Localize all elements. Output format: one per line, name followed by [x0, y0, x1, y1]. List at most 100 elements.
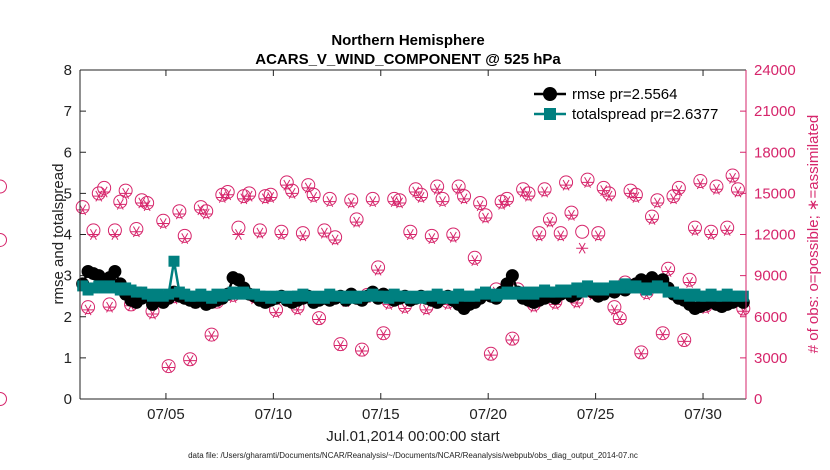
obs-assimilated-point	[522, 190, 535, 202]
y-tick-label: 2	[64, 309, 72, 326]
obs-assimilated-point	[372, 264, 385, 276]
obs-possible-point	[408, 182, 423, 197]
obs-assimilated-point	[458, 193, 471, 205]
obs-assimilated-point	[613, 314, 626, 325]
obs-assimilated-point	[683, 277, 696, 288]
axes-frame	[79, 69, 747, 400]
obs-possible-point	[86, 223, 101, 238]
obs-assimilated-point	[377, 329, 390, 341]
obs-possible-point	[687, 220, 702, 235]
obs-assimilated-point	[296, 230, 309, 242]
chart-subtitle: ACARS_V_WIND_COMPONENT @ 525 hPa	[255, 51, 561, 68]
obs-assimilated-point	[678, 335, 691, 347]
obs-assimilated-point	[404, 229, 417, 240]
obs-possible-point	[499, 191, 514, 206]
obs-assimilated-point	[82, 304, 95, 316]
obs-assimilated-point	[114, 198, 127, 210]
obs-assimilated-point	[286, 187, 299, 199]
obs-assimilated-point	[517, 186, 530, 198]
obs-possible-point	[483, 346, 498, 361]
x-tick-label: 07/30	[684, 406, 722, 423]
obs-assimilated-point	[221, 189, 234, 201]
obs-possible-point	[473, 195, 488, 210]
obs-assimilated-point	[87, 229, 100, 240]
data-file-footer: data file: /Users/gharamti/Documents/NCA…	[188, 451, 638, 460]
obs-possible-point	[532, 226, 547, 241]
totalspread-point	[576, 286, 588, 298]
y-axis-label: rmse and totalspread	[50, 164, 67, 305]
obs-possible-point	[204, 327, 219, 342]
obs-assimilated-point	[554, 230, 567, 242]
obs-possible-point	[371, 260, 386, 275]
obs-possible-point	[161, 359, 176, 374]
obs-possible-point	[645, 209, 660, 224]
legend-rmse-marker	[543, 87, 557, 101]
rmse-point	[505, 269, 519, 283]
obs-assimilated-point	[205, 330, 218, 342]
obs-possible-point	[612, 311, 627, 326]
obs-possible-point	[709, 179, 724, 194]
obs-assimilated-point	[538, 186, 551, 198]
obs-assimilated-point	[76, 204, 89, 216]
metric-series	[76, 255, 750, 316]
obs-possible-point	[376, 326, 391, 341]
y2-tick-label: 18000	[754, 144, 796, 161]
rmse-point	[92, 269, 106, 283]
obs-assimilated-point	[667, 193, 680, 205]
obs-assimilated-point	[409, 186, 422, 198]
y-tick-label: 3	[64, 268, 72, 285]
y2-tick-label: 0	[754, 391, 762, 408]
obs-possible-point	[505, 331, 520, 346]
x-tick-label: 07/25	[577, 406, 615, 423]
obs-assimilated-point	[92, 190, 105, 202]
x-tick-label: 07/10	[255, 406, 293, 423]
obs-assimilated-point	[721, 224, 734, 236]
obs-possible-point	[0, 392, 7, 406]
totalspread-point	[168, 255, 180, 267]
obs-assimilated-point	[452, 183, 465, 195]
obs-possible-point	[107, 223, 122, 238]
legend: rmse pr=2.5564 totalspread pr=2.6377	[534, 86, 718, 123]
obs-assimilated-point	[479, 212, 492, 224]
y2-tick-label: 24000	[754, 62, 796, 79]
obs-possible-point	[172, 204, 187, 219]
obs-assimilated-point	[388, 196, 401, 208]
obs-possible-point	[75, 200, 90, 215]
obs-assimilated-point	[108, 229, 121, 240]
obs-assimilated-point	[635, 348, 648, 360]
legend-rmse-label: rmse pr=2.5564	[572, 86, 677, 103]
obs-assimilated-point	[194, 204, 207, 216]
y-tick-label: 4	[64, 227, 72, 244]
obs-possible-point	[0, 232, 7, 247]
obs-possible-point	[580, 172, 595, 187]
obs-possible-point	[682, 272, 697, 287]
obs-assimilated-point	[275, 229, 288, 240]
obs-assimilated-point	[447, 231, 460, 243]
obs-possible-point	[666, 189, 681, 204]
obs-possible-point	[279, 175, 294, 190]
y2-axis-label: # of obs: o=possible; ∗=assimilated	[805, 115, 822, 354]
obs-assimilated-point	[323, 196, 336, 208]
obs-possible-point	[478, 208, 493, 223]
obs-assimilated-point	[130, 226, 143, 238]
obs-possible-point	[263, 187, 278, 202]
obs-assimilated-point	[318, 227, 331, 239]
obs-possible-point	[285, 183, 300, 198]
obs-possible-point	[365, 191, 380, 206]
x-tick-label: 07/05	[147, 406, 185, 423]
obs-possible-point	[661, 261, 676, 276]
obs-possible-point	[671, 180, 686, 195]
obs-possible-point	[553, 226, 568, 241]
axis-ticks: 0 1 2 3 4 5 6 7 8 0 3000 6000 9000 12000 15000 18000 210…	[64, 62, 796, 423]
obs-possible-point	[387, 191, 402, 206]
obs-assimilated-point	[420, 304, 433, 316]
obs-possible-point	[129, 222, 144, 237]
obs-possible-point	[655, 326, 670, 341]
obs-assimilated-point	[162, 362, 175, 373]
x-tick-label: 07/15	[362, 406, 400, 423]
obs-assimilated-point	[141, 200, 154, 212]
obs-assimilated-point	[253, 227, 266, 239]
y-tick-label: 0	[64, 391, 72, 408]
obs-possible-point	[344, 193, 359, 208]
obs-possible-point	[677, 333, 692, 348]
